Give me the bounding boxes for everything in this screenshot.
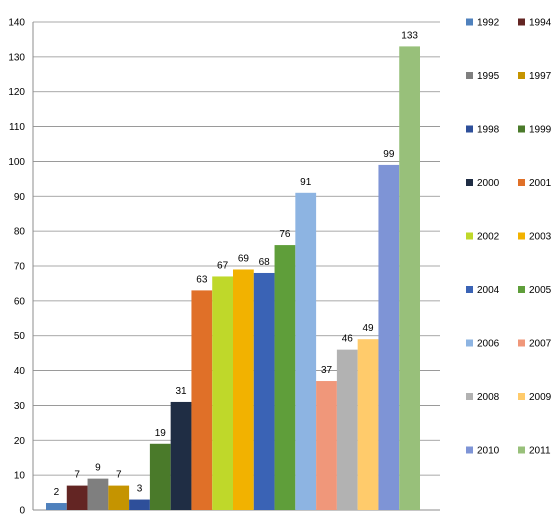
legend-label-2010: 2010: [477, 446, 500, 457]
bar-2007: [316, 381, 337, 510]
legend-label-2011: 2011: [529, 446, 551, 457]
legend-label-2008: 2008: [477, 392, 500, 403]
legend-label-2003: 2003: [529, 232, 552, 243]
y-tick-label: 30: [14, 401, 26, 412]
data-label-2002: 67: [217, 260, 229, 271]
legend-label-1992: 1992: [477, 18, 500, 29]
data-label-1997: 7: [116, 470, 122, 481]
bar-1998: [129, 499, 150, 510]
legend-swatch-1992: [466, 18, 473, 26]
legend-label-1997: 1997: [529, 71, 552, 82]
legend-swatch-2002: [466, 232, 473, 240]
bar-1995: [87, 478, 109, 510]
legend-label-2002: 2002: [477, 232, 500, 243]
y-tick-label: 130: [8, 52, 25, 63]
legend-label-2005: 2005: [529, 285, 552, 296]
bar-2000: [170, 401, 192, 510]
legend-swatch-1994: [518, 18, 525, 26]
data-label-2011: 133: [401, 30, 418, 41]
data-label-2003: 69: [238, 253, 250, 264]
legend-swatch-2004: [466, 286, 473, 293]
legend-label-1999: 1999: [529, 125, 552, 136]
y-tick-label: 90: [14, 192, 26, 203]
bar-1992: [46, 503, 67, 510]
legend-label-1995: 1995: [477, 71, 500, 82]
data-label-1994: 7: [74, 470, 80, 481]
y-tick-label: 100: [8, 157, 25, 168]
legend-swatch-2000: [466, 179, 473, 186]
data-label-2005: 76: [279, 229, 291, 240]
data-label-2006: 91: [300, 177, 312, 188]
bar-1999: [149, 443, 171, 510]
y-tick-label: 120: [8, 87, 25, 98]
data-label-1998: 3: [137, 484, 143, 495]
bar-2011: [399, 46, 420, 511]
data-label-1995: 9: [95, 463, 101, 474]
legend-label-2006: 2006: [477, 339, 500, 350]
legend-swatch-2011: [518, 446, 525, 454]
legend-swatch-2007: [518, 339, 525, 347]
data-labels: 2 7 9 7 3 19 31 63 67 69 68 76 91 37 46 49 99 133: [54, 30, 419, 498]
legend-label-2009: 2009: [529, 392, 552, 403]
y-tick-label: 50: [14, 331, 26, 342]
bar-2002: [212, 276, 233, 510]
data-label-2009: 49: [362, 323, 374, 334]
bar-2010: [378, 164, 400, 510]
legend-label-1998: 1998: [477, 125, 500, 136]
bar-2006: [295, 192, 317, 511]
bar-2003: [233, 269, 254, 510]
legend-swatch-2001: [518, 179, 525, 186]
data-label-1992: 2: [54, 487, 60, 498]
legend-label-2004: 2004: [477, 285, 500, 296]
y-tick-label: 80: [14, 227, 26, 238]
y-tick-label: 0: [19, 506, 25, 517]
legend-swatch-1995: [466, 72, 473, 79]
legend-label-2007: 2007: [529, 339, 552, 350]
legend-swatch-2005: [518, 286, 525, 293]
y-tick-label: 140: [8, 18, 25, 29]
bar-2001: [191, 290, 213, 510]
bar-1994: [66, 485, 88, 510]
data-label-2001: 63: [196, 274, 208, 285]
y-tick-label: 60: [14, 296, 26, 307]
y-tick-label: 70: [14, 262, 26, 273]
y-tick-label: 40: [14, 366, 26, 377]
legend-swatch-1998: [466, 125, 473, 133]
legend-swatch-1999: [518, 125, 525, 133]
legend-label-2001: 2001: [529, 178, 552, 189]
bar-1997: [108, 485, 130, 510]
data-label-2008: 46: [342, 334, 354, 345]
legend-swatch-2003: [518, 232, 525, 240]
legend-swatch-2008: [466, 393, 473, 400]
data-label-2004: 68: [259, 257, 271, 268]
legend-label-2000: 2000: [477, 178, 500, 189]
y-tick-label: 20: [14, 436, 26, 447]
data-label-2000: 31: [175, 386, 187, 397]
bars: [46, 46, 420, 511]
legend: 1992 1994 1995 1997 1998 1999 2000 2001 2002 2003…: [466, 18, 552, 457]
y-tick-label: 10: [14, 471, 26, 482]
legend-swatch-2010: [466, 446, 473, 454]
data-label-2010: 99: [383, 149, 395, 160]
y-tick-labels: 0 10 20 30 40 50 60 70 80 90 100 110 120 130 140: [8, 18, 25, 517]
data-label-2007: 37: [321, 365, 333, 376]
legend-swatch-1997: [518, 72, 525, 79]
bar-2008: [336, 349, 358, 510]
data-label-1999: 19: [155, 428, 167, 439]
bar-2004: [253, 272, 275, 510]
bar-2005: [274, 245, 296, 511]
legend-swatch-2009: [518, 393, 525, 400]
legend-swatch-2006: [466, 339, 473, 347]
legend-label-1994: 1994: [529, 18, 552, 29]
y-tick-label: 110: [9, 122, 25, 133]
bar-2009: [357, 339, 379, 510]
